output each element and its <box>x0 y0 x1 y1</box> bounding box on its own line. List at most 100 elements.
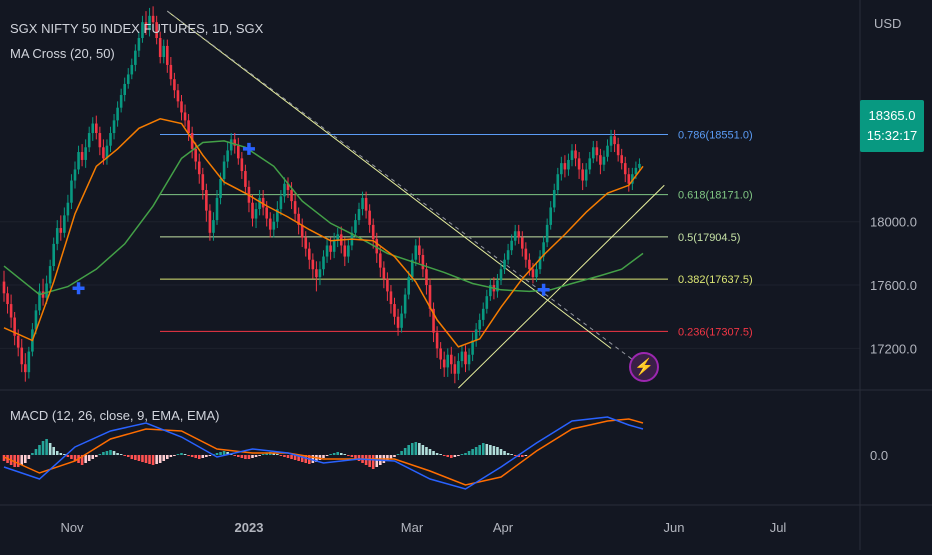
candle-body <box>506 250 510 260</box>
candle-body <box>41 291 45 298</box>
candle-body <box>70 180 73 203</box>
candle-body <box>410 259 414 278</box>
macd-histogram-bar <box>354 455 357 459</box>
candle-body <box>9 304 13 318</box>
macd-histogram-bar <box>134 455 137 460</box>
candle-body <box>304 237 308 249</box>
macd-histogram-bar <box>180 453 183 455</box>
macd-histogram-bar <box>464 453 467 455</box>
macd-histogram-bar <box>350 455 354 457</box>
candle-body <box>481 308 485 320</box>
macd-histogram-bar <box>425 447 428 455</box>
candle-body <box>201 174 205 191</box>
candle-body <box>595 147 599 156</box>
candle-body <box>286 183 290 191</box>
lightning-icon[interactable]: ⚡ <box>629 352 659 382</box>
macd-histogram-bar <box>98 454 102 455</box>
time-tick-label: Jul <box>770 520 787 535</box>
candle-body <box>347 245 350 257</box>
macd-histogram-bar <box>87 455 91 461</box>
time-tick-label: Jun <box>664 520 685 535</box>
macd-histogram-bar <box>407 445 410 455</box>
macd-histogram-bar <box>332 453 336 455</box>
candle-body <box>27 351 31 373</box>
macd-histogram-bar <box>293 455 297 460</box>
candle-body <box>343 245 347 257</box>
candle-body <box>446 354 450 368</box>
candle-body <box>215 197 219 221</box>
macd-histogram-bar <box>510 454 513 455</box>
macd-histogram-bar <box>297 455 300 461</box>
macd-histogram-bar <box>45 439 48 455</box>
candle-body <box>208 210 212 233</box>
macd-histogram-bar <box>325 455 329 456</box>
candle-body <box>464 351 467 365</box>
candle-body <box>318 269 322 278</box>
candle-body <box>627 174 631 184</box>
candle-body <box>407 277 410 295</box>
candle-body <box>439 348 442 360</box>
macd-tick-label: 0.0 <box>870 448 888 463</box>
candle-body <box>77 152 80 170</box>
candle-body <box>623 163 627 175</box>
macd-histogram-bar <box>467 451 471 455</box>
macd-histogram-bar <box>336 452 339 455</box>
candle-body <box>521 237 524 249</box>
candle-body <box>144 22 148 31</box>
macd-histogram-bar <box>141 455 144 462</box>
macd-histogram-bar <box>432 451 435 455</box>
ma-cross-legend[interactable]: MA Cross (20, 50) <box>10 46 115 61</box>
macd-histogram-bar <box>368 455 371 467</box>
fibonacci-levels: 0.786(18551.0) 0.618(18171.0) 0.5(17904.5)… <box>160 129 753 338</box>
symbol-title: SGX NIFTY 50 INDEX FUTURES, 1D, SGX <box>10 21 264 36</box>
macd-histogram-bar <box>119 454 123 455</box>
candle-body <box>602 156 606 165</box>
macd-histogram-bar <box>148 455 151 464</box>
fib-label: 0.236(17307.5) <box>678 326 753 338</box>
ma-cross-marker <box>537 283 550 296</box>
macd-histogram-bar <box>471 449 474 455</box>
candle-body <box>552 190 556 208</box>
macd-histogram-bar <box>329 454 332 455</box>
candle-body <box>549 207 552 225</box>
macd-histogram-bar <box>34 449 38 455</box>
macd-histogram-bar <box>105 451 109 455</box>
macd-histogram-bar <box>347 455 350 456</box>
candle-body <box>258 197 261 210</box>
dashed-trendline <box>167 10 644 368</box>
macd-histogram-bar <box>176 454 180 455</box>
macd-histogram-bar <box>393 455 396 457</box>
candle-body <box>556 174 560 191</box>
macd-histogram-bar <box>73 455 77 461</box>
candle-body <box>389 291 393 305</box>
macd-histogram-bar <box>123 455 126 456</box>
macd-histogram-bar <box>169 455 173 457</box>
macd-histogram-bar <box>339 453 343 455</box>
candle-body <box>2 281 6 294</box>
downtrend-line <box>166 10 612 349</box>
candle-body <box>531 269 535 278</box>
ma-cross-marker <box>72 282 85 295</box>
candle-body <box>496 280 499 292</box>
macd-histogram-bar <box>410 443 414 455</box>
candle-body <box>528 259 531 270</box>
macd-histogram-bar <box>485 444 489 455</box>
candle-body <box>91 123 95 134</box>
candle-body <box>13 317 16 336</box>
macd-histogram-bar <box>481 443 485 455</box>
candle-body <box>336 234 339 241</box>
macd-histogram-bar <box>513 455 517 456</box>
candle-body <box>606 145 609 157</box>
candle-body <box>63 215 66 233</box>
moving-averages <box>3 118 644 348</box>
candle-body <box>183 112 187 121</box>
macd-histogram-bar <box>442 455 446 456</box>
macd-histogram-bar <box>389 455 393 459</box>
candle-body <box>460 351 464 362</box>
macd-legend[interactable]: MACD (12, 26, close, 9, EMA, EMA) <box>10 408 220 423</box>
macd-histogram-bar <box>41 441 45 455</box>
macd-histogram-bar <box>91 455 95 459</box>
candle-body <box>354 220 357 233</box>
